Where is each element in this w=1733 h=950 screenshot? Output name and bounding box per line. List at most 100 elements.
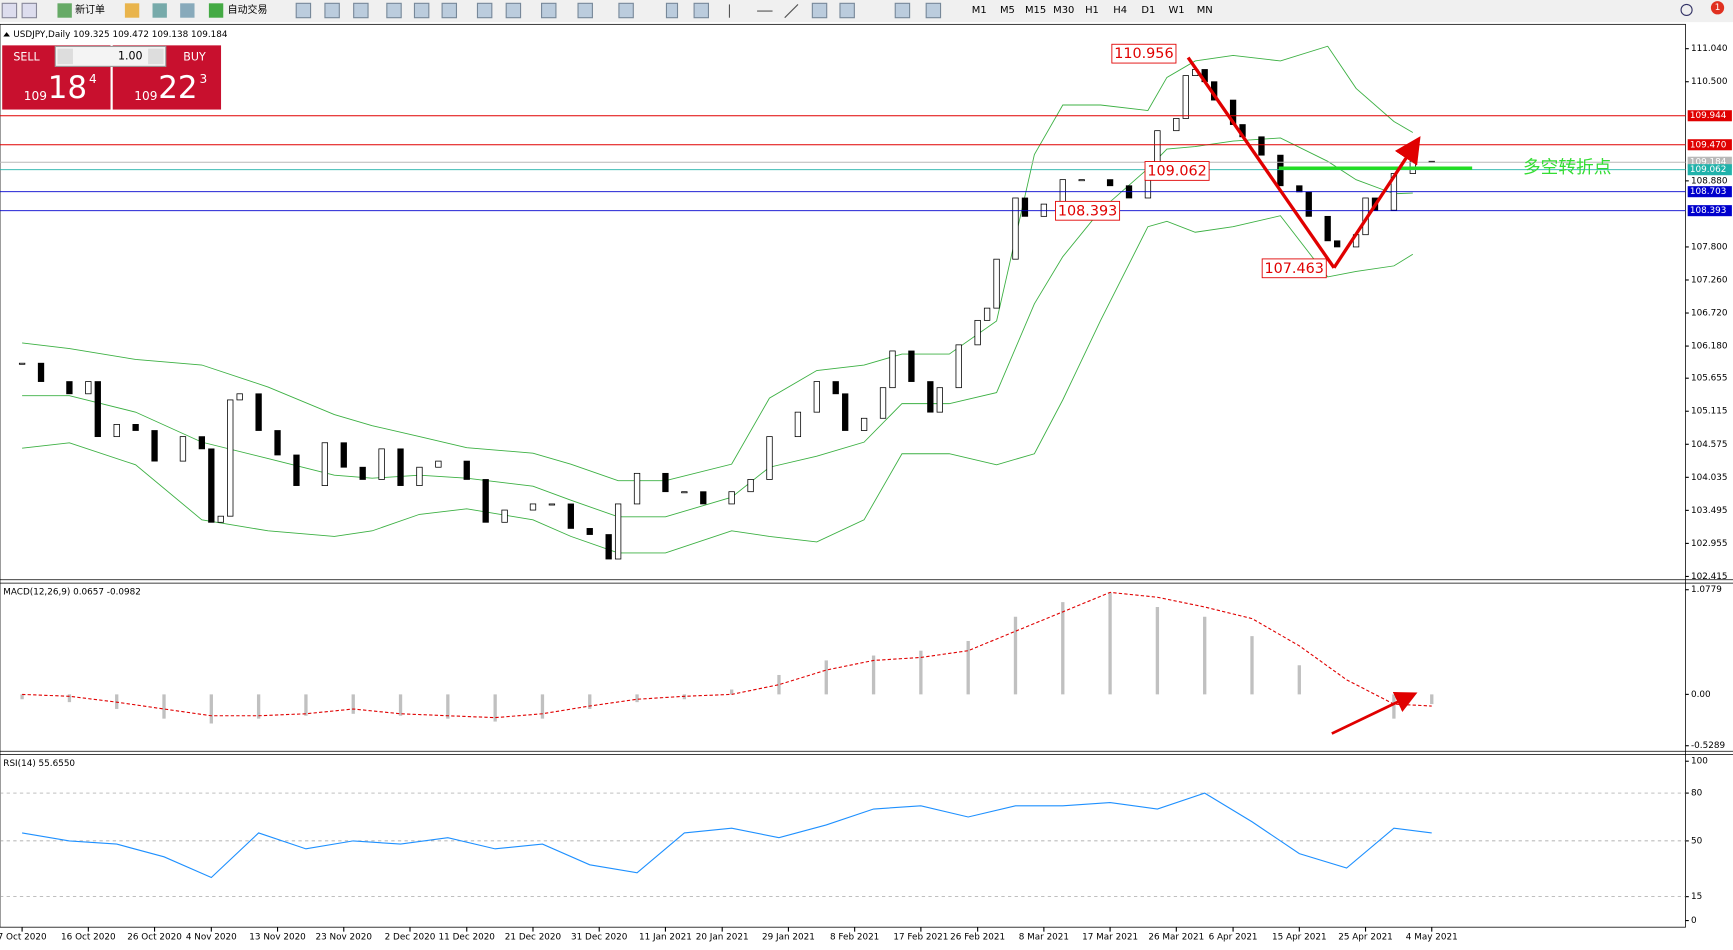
x-tick-label: 13 Nov 2020 xyxy=(249,933,306,943)
price-callout-box xyxy=(1144,161,1210,181)
price-callout: 108.393 xyxy=(1058,203,1117,219)
icon[interactable] xyxy=(693,2,710,19)
timeframe-button[interactable]: W1 xyxy=(1168,5,1184,16)
icon[interactable] xyxy=(476,2,493,19)
timeframe-button[interactable]: M1 xyxy=(972,5,987,16)
new-order-icon[interactable] xyxy=(57,3,72,18)
y-tick-label: 0.00 xyxy=(1691,690,1711,700)
up-arrow xyxy=(1332,136,1421,269)
price-callout-box xyxy=(1055,200,1121,221)
candle xyxy=(700,491,707,505)
y-tick-label: 103.495 xyxy=(1691,506,1727,516)
candle xyxy=(860,417,868,431)
icon[interactable] xyxy=(152,3,167,18)
candle xyxy=(321,442,328,486)
candle xyxy=(889,350,896,389)
icon[interactable] xyxy=(577,2,593,19)
candle xyxy=(85,381,92,395)
sell-price-sup: 4 xyxy=(89,72,97,86)
price-level-label: 109.944 xyxy=(1690,111,1727,121)
candle xyxy=(94,381,101,438)
lots[interactable]: 1.00 xyxy=(118,49,143,62)
buy-price-sup: 3 xyxy=(199,72,207,86)
y-tick-label: 80 xyxy=(1691,789,1703,799)
icon[interactable] xyxy=(180,3,195,18)
buy-button[interactable]: BUY xyxy=(183,51,206,64)
x-tick-label: 26 Mar 2021 xyxy=(1148,933,1204,943)
candle xyxy=(359,466,366,480)
icon[interactable] xyxy=(295,2,312,19)
icon[interactable] xyxy=(505,2,522,19)
candle xyxy=(832,381,839,395)
macd-arrow xyxy=(1331,692,1418,735)
price-callout: 110.956 xyxy=(1114,46,1173,62)
icon[interactable] xyxy=(124,3,140,18)
candle xyxy=(501,509,508,523)
icon[interactable] xyxy=(353,2,369,19)
notification-badge[interactable] xyxy=(1710,1,1725,15)
icon[interactable] xyxy=(784,4,799,19)
sell-price-big: 109 xyxy=(24,89,47,103)
candle xyxy=(236,393,243,401)
auto-trading-icon[interactable] xyxy=(208,3,224,18)
symbol-info: USDJPY,Daily 109.325 109.472 109.138 109… xyxy=(13,30,228,40)
candle xyxy=(662,472,669,493)
candle xyxy=(179,436,187,462)
auto-trading[interactable]: 自动交易 xyxy=(228,3,268,16)
rsi-title: RSI(14) 55.6550 xyxy=(3,759,75,769)
price-level-box xyxy=(1687,110,1732,122)
timeframe-button[interactable]: D1 xyxy=(1141,5,1155,16)
icon[interactable] xyxy=(413,2,430,19)
sell-price-main: 18 xyxy=(48,70,87,106)
icon[interactable] xyxy=(618,2,634,19)
timeframe-button[interactable]: H4 xyxy=(1113,5,1127,16)
candle xyxy=(1277,154,1284,187)
icon[interactable] xyxy=(441,2,458,19)
lots-up[interactable] xyxy=(148,48,164,65)
x-tick-label: 26 Feb 2021 xyxy=(950,933,1005,943)
candle xyxy=(132,424,139,431)
candle xyxy=(614,503,622,560)
lots-input[interactable] xyxy=(54,45,167,67)
icon[interactable] xyxy=(811,2,828,19)
y-tick-label: 107.260 xyxy=(1691,275,1728,285)
sell-button[interactable]: SELL xyxy=(13,51,40,64)
candle xyxy=(340,442,347,468)
candle xyxy=(993,258,1000,309)
candle xyxy=(955,344,962,389)
timeframe-button[interactable]: M30 xyxy=(1053,5,1074,16)
icon[interactable] xyxy=(894,2,911,19)
candle xyxy=(842,393,849,431)
candle xyxy=(463,460,470,480)
candle xyxy=(633,472,641,505)
icon[interactable] xyxy=(541,2,557,19)
candle xyxy=(1296,185,1303,193)
icon[interactable] xyxy=(665,2,679,19)
icon[interactable] xyxy=(386,2,402,19)
icon[interactable] xyxy=(925,2,942,19)
timeframe-button[interactable]: M5 xyxy=(1000,5,1015,16)
collapse-icon[interactable] xyxy=(3,32,10,37)
x-tick-label: 16 Oct 2020 xyxy=(61,933,116,943)
y-tick-label: 100 xyxy=(1691,757,1708,767)
timeframe-button[interactable]: H1 xyxy=(1085,5,1099,16)
new-order[interactable]: 新订单 xyxy=(75,3,105,16)
price-level-box xyxy=(1687,164,1732,176)
search-icon[interactable] xyxy=(1680,3,1693,17)
candle xyxy=(1078,179,1085,182)
icon[interactable] xyxy=(839,2,855,19)
lots-down[interactable] xyxy=(57,48,73,65)
price-callout-box xyxy=(1261,258,1327,279)
x-tick-label: 17 Mar 2021 xyxy=(1082,933,1138,943)
candle xyxy=(567,503,574,529)
candle xyxy=(435,460,442,468)
timeframe-button[interactable]: MN xyxy=(1197,5,1213,16)
candle xyxy=(482,479,489,523)
y-tick-label: 1.0779 xyxy=(1691,585,1722,595)
icon[interactable] xyxy=(324,2,340,19)
price-level-box xyxy=(1687,205,1732,217)
icon[interactable] xyxy=(1,2,18,19)
timeframe-button[interactable]: M15 xyxy=(1025,5,1046,16)
icon[interactable] xyxy=(21,2,38,19)
